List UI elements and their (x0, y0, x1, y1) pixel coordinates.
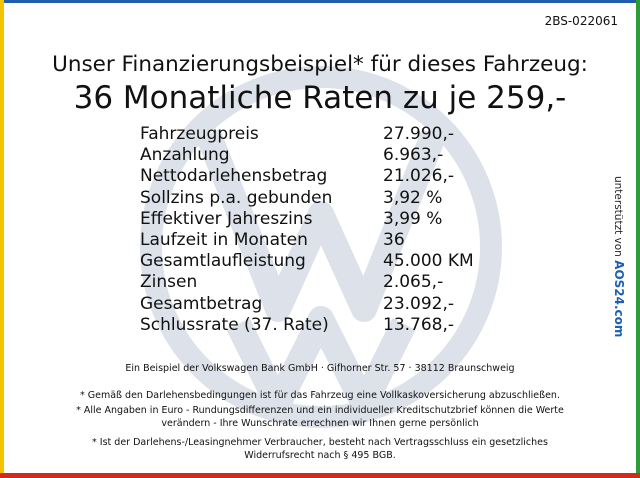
row-label: Fahrzeugpreis (140, 124, 259, 144)
footer-line: Ein Beispiel der Volkswagen Bank GmbH · … (125, 363, 515, 374)
row-value: 13.768,- (383, 314, 455, 335)
row-value: 3,92 % (383, 187, 443, 208)
sidebar-brand: AOS24.com (612, 260, 626, 338)
bottom-border (0, 473, 640, 478)
footer-line: * Alle Angaben in Euro - Rundungsdiffere… (76, 405, 564, 416)
headline: 36 Monatliche Raten zu je 259,- (73, 80, 567, 116)
footer-line: Widerrufsrecht nach § 495 BGB. (244, 450, 396, 461)
row-label: Laufzeit in Monaten (140, 230, 308, 250)
row-value: 23.092,- (383, 293, 455, 314)
row-value: 3,99 % (383, 208, 443, 229)
watermark-logo (140, 66, 502, 428)
row-value: 27.990,- (383, 124, 455, 144)
row-value: 2.065,- (383, 272, 444, 293)
row-label: Nettodarlehensbetrag (140, 166, 328, 187)
footer-line: * Ist der Darlehens-/Leasingnehmer Verbr… (92, 437, 548, 448)
row-label: Effektiver Jahreszins (140, 208, 313, 229)
sidebar-text: unterstützt von (612, 176, 624, 257)
right-border (636, 0, 640, 478)
row-value: 6.963,- (383, 145, 444, 166)
row-value: 36 (383, 230, 405, 250)
row-label: Schlussrate (37. Rate) (140, 314, 329, 335)
row-value: 21.026,- (383, 166, 455, 187)
footer-line: verändern - Ihre Wunschrate errechnen wi… (161, 418, 479, 429)
sidebar: unterstützt von AOS24.com (612, 176, 626, 337)
left-border (0, 0, 4, 478)
footer-line: * Gemäß den Darlehensbedingungen ist für… (80, 390, 560, 401)
top-border (0, 0, 640, 3)
reference-code: 2BS-022061 (544, 14, 618, 28)
row-label: Sollzins p.a. gebunden (140, 187, 333, 208)
row-label: Anzahlung (140, 145, 230, 166)
title: Unser Finanzierungsbeispiel* für dieses … (52, 52, 588, 77)
row-value: 45.000 KM (383, 251, 474, 272)
row-label: Zinsen (140, 272, 198, 293)
row-label: Gesamtbetrag (140, 293, 263, 314)
row-label: Gesamtlaufleistung (140, 251, 306, 272)
